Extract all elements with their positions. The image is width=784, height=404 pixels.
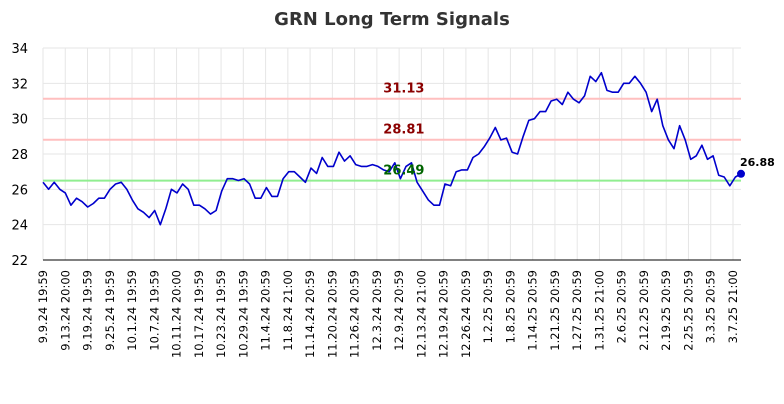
x-tick-label: 12.3.24 20:59: [370, 270, 384, 351]
y-tick-label: 32: [11, 77, 28, 92]
reference-lines: [43, 97, 741, 182]
reference-line-label: 28.81: [383, 123, 424, 138]
x-tick-label: 3.7.25 21:00: [726, 270, 740, 343]
x-tick-label: 12.13.24 21:00: [414, 270, 428, 358]
x-tick-label: 1.2.25 20:59: [481, 270, 495, 343]
annotations: 31.13 28.81 26.49 26.88: [383, 82, 774, 179]
y-tick-label: 26: [11, 183, 28, 198]
x-tick-label: 1.31.25 21:00: [592, 270, 606, 351]
x-tick-label: 10.7.24 19:59: [147, 270, 161, 351]
y-tick-label: 30: [11, 113, 28, 128]
x-tick-label: 10.29.24 19:59: [236, 270, 250, 358]
x-tick-label: 12.9.24 20:59: [392, 270, 406, 351]
y-tick-label: 34: [11, 42, 28, 57]
reference-line-label: 31.13: [383, 82, 424, 97]
series-line: [42, 71, 742, 226]
x-tick-label: 11.8.24 21:00: [281, 270, 295, 351]
x-tick-label: 2.19.25 20:59: [659, 270, 673, 351]
x-tick-label: 2.25.25 20:59: [681, 270, 695, 351]
x-tick-label: 1.8.25 20:59: [503, 270, 517, 343]
grid: [42, 47, 741, 261]
last-point-marker: [737, 169, 745, 178]
x-tick-label: 10.1.24 19:59: [125, 270, 139, 351]
x-tick-label: 2.6.25 20:59: [615, 270, 629, 343]
x-tick-label: 9.9.24 19:59: [36, 270, 50, 343]
x-tick-label: 11.4.24 20:59: [259, 270, 273, 351]
x-tick-label: 11.26.24 20:59: [348, 270, 362, 358]
x-tick-label: 12.19.24 20:59: [437, 270, 451, 358]
chart-title: GRN Long Term Signals: [274, 9, 510, 30]
x-tick-label: 3.3.25 20:59: [704, 270, 718, 343]
y-tick-label: 28: [11, 148, 28, 163]
x-tick-label: 9.25.24 19:59: [103, 270, 117, 351]
y-tick-label: 24: [11, 219, 28, 234]
last-point-label: 26.88: [740, 156, 775, 169]
x-tick-label: 10.11.24 20:00: [170, 270, 184, 358]
x-tick-label: 10.17.24 19:59: [192, 270, 206, 358]
x-tick-label: 2.12.25 20:59: [637, 270, 651, 351]
x-tick-label: 1.27.25 20:59: [570, 270, 584, 351]
x-tick-label: 9.13.24 20:00: [58, 270, 72, 351]
x-tick-label: 9.19.24 19:59: [81, 270, 95, 351]
x-tick-label: 1.14.25 20:59: [526, 270, 540, 351]
reference-line-label: 26.49: [383, 164, 424, 179]
x-tick-label: 11.20.24 20:59: [325, 270, 339, 358]
x-tick-label: 12.26.24 20:59: [459, 270, 473, 358]
x-tick-label: 1.21.25 20:59: [548, 270, 562, 351]
y-tick-label: 22: [11, 254, 28, 269]
x-tick-label: 11.14.24 20:59: [303, 270, 317, 358]
x-tick-label: 10.23.24 19:59: [214, 270, 228, 358]
series-layer: [42, 71, 745, 226]
axes: 22 24 26 28 30 32 34 9.9.24 19:59 9.13.24 20:00 9…: [11, 42, 741, 358]
